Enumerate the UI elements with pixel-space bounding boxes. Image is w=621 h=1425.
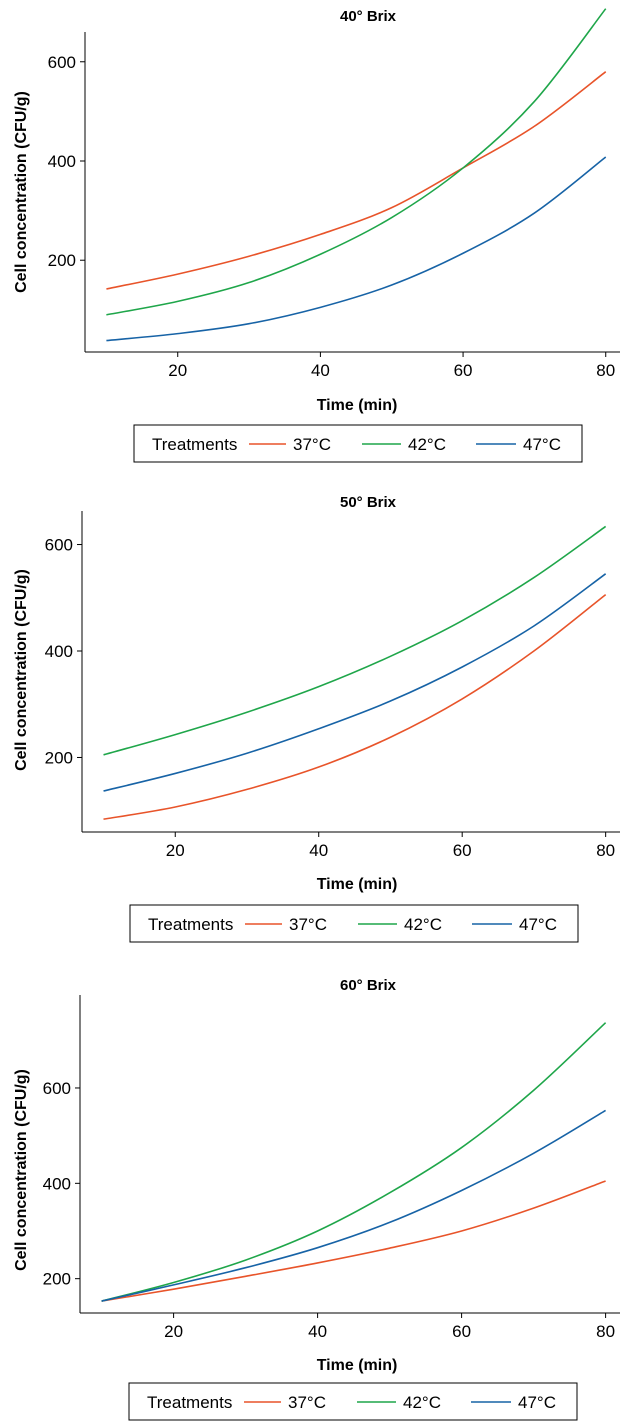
x-axis-label: Time (min) xyxy=(317,1357,398,1374)
x-tick-label: 80 xyxy=(596,1322,615,1341)
x-tick-label: 40 xyxy=(309,841,328,860)
axes xyxy=(84,32,620,353)
chart-panel-60-brix: 60° Brix Cell concentration (CFU/g) Time… xyxy=(13,977,620,1421)
y-axis-label: Cell concentration (CFU/g) xyxy=(13,91,30,293)
legend-title: Treatments xyxy=(148,915,233,934)
x-axis-label: Time (min) xyxy=(317,397,398,414)
legend-label-42c: 42°C xyxy=(408,435,446,454)
x-axis-label: Time (min) xyxy=(317,876,398,893)
series-line-47-c xyxy=(106,156,607,342)
legend: Treatments 37°C 42°C 47°C xyxy=(129,904,579,943)
x-tick-label: 80 xyxy=(596,841,615,860)
y-tick-labels: 200 400 600 xyxy=(48,53,85,270)
y-tick-label: 400 xyxy=(45,642,73,661)
y-tick-labels: 200 400 600 xyxy=(45,536,82,767)
x-tick-label: 60 xyxy=(453,841,472,860)
series-line-42-c xyxy=(103,525,607,756)
x-tick-labels: 20 40 60 80 xyxy=(168,352,615,380)
y-tick-labels: 200 400 600 xyxy=(43,1079,80,1289)
chart-title: 50° Brix xyxy=(340,494,397,511)
y-tick-label: 600 xyxy=(48,53,76,72)
chart-panel-50-brix: 50° Brix Cell concentration (CFU/g) Time… xyxy=(13,494,620,943)
series-lines xyxy=(103,525,607,821)
series-line-37-c xyxy=(101,1180,606,1302)
series-line-47-c xyxy=(103,573,607,792)
chart-panel-40-brix: 40° Brix Cell concentration (CFU/g) Time… xyxy=(13,8,620,463)
x-tick-label: 20 xyxy=(168,361,187,380)
y-tick-label: 200 xyxy=(43,1270,71,1289)
series-line-47-c xyxy=(101,1109,607,1302)
series-line-42-c xyxy=(101,1022,607,1302)
x-tick-label: 20 xyxy=(164,1322,183,1341)
x-tick-label: 40 xyxy=(308,1322,327,1341)
x-tick-label: 80 xyxy=(596,361,615,380)
axes xyxy=(79,995,620,1314)
x-tick-labels: 20 40 60 80 xyxy=(166,832,615,860)
series-line-42-c xyxy=(106,8,607,316)
x-tick-label: 60 xyxy=(454,361,473,380)
series-line-37-c xyxy=(106,71,607,290)
legend-label-47c: 47°C xyxy=(518,1393,556,1412)
series-lines xyxy=(101,1022,607,1302)
x-tick-label: 20 xyxy=(166,841,185,860)
legend-label-37c: 37°C xyxy=(288,1393,326,1412)
legend-label-47c: 47°C xyxy=(523,435,561,454)
legend-label-42c: 42°C xyxy=(404,915,442,934)
y-tick-label: 200 xyxy=(45,748,73,767)
y-axis-label: Cell concentration (CFU/g) xyxy=(13,1069,30,1271)
chart-title: 40° Brix xyxy=(340,8,397,25)
y-tick-label: 200 xyxy=(48,251,76,270)
y-tick-label: 400 xyxy=(48,152,76,171)
legend: Treatments 37°C 42°C 47°C xyxy=(133,424,583,463)
y-tick-label: 600 xyxy=(45,536,73,555)
x-tick-labels: 20 40 60 80 xyxy=(164,1313,615,1341)
y-axis-label: Cell concentration (CFU/g) xyxy=(13,569,30,771)
x-tick-label: 60 xyxy=(452,1322,471,1341)
legend-label-37c: 37°C xyxy=(289,915,327,934)
chart-title: 60° Brix xyxy=(340,977,397,994)
legend-label-47c: 47°C xyxy=(519,915,557,934)
x-tick-label: 40 xyxy=(311,361,330,380)
legend-title: Treatments xyxy=(152,435,237,454)
legend-title: Treatments xyxy=(147,1393,232,1412)
legend: Treatments 37°C 42°C 47°C xyxy=(128,1382,578,1421)
axes xyxy=(81,511,620,833)
series-line-37-c xyxy=(103,593,607,821)
legend-label-42c: 42°C xyxy=(403,1393,441,1412)
y-tick-label: 600 xyxy=(43,1079,71,1098)
series-lines xyxy=(106,8,607,342)
legend-label-37c: 37°C xyxy=(293,435,331,454)
y-tick-label: 400 xyxy=(43,1174,71,1193)
